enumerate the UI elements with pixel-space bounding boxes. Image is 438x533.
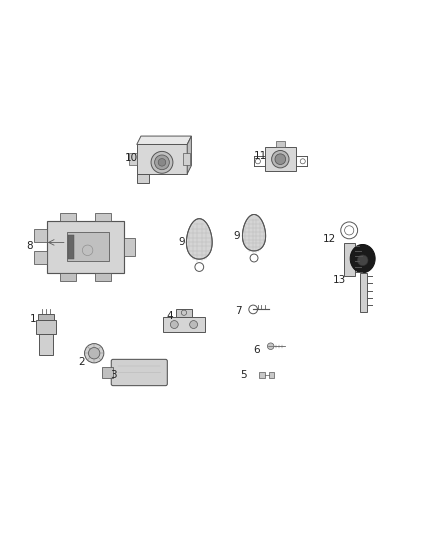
Polygon shape: [276, 141, 285, 147]
FancyBboxPatch shape: [111, 359, 167, 386]
Text: 9: 9: [178, 237, 185, 247]
Polygon shape: [176, 309, 192, 317]
Text: 4: 4: [166, 311, 173, 321]
Polygon shape: [187, 219, 212, 259]
Circle shape: [151, 151, 173, 173]
Circle shape: [88, 348, 100, 359]
Polygon shape: [163, 317, 205, 333]
Polygon shape: [95, 273, 111, 281]
Text: 10: 10: [125, 154, 138, 163]
Text: 9: 9: [233, 231, 240, 241]
Polygon shape: [60, 273, 76, 281]
Polygon shape: [68, 235, 74, 259]
Polygon shape: [350, 245, 375, 273]
Polygon shape: [137, 136, 191, 144]
Polygon shape: [360, 273, 367, 312]
Text: 3: 3: [110, 370, 117, 380]
Circle shape: [85, 344, 104, 363]
Polygon shape: [124, 238, 135, 255]
Polygon shape: [95, 213, 111, 221]
Polygon shape: [34, 251, 47, 264]
Polygon shape: [344, 243, 354, 276]
Text: 6: 6: [253, 345, 260, 355]
Polygon shape: [137, 144, 187, 174]
Polygon shape: [265, 147, 296, 171]
Circle shape: [190, 320, 198, 328]
Polygon shape: [129, 153, 137, 166]
Polygon shape: [137, 174, 149, 183]
Text: 8: 8: [26, 241, 33, 251]
Circle shape: [170, 320, 178, 328]
Polygon shape: [38, 314, 54, 320]
Text: 12: 12: [323, 235, 336, 244]
Polygon shape: [102, 367, 113, 378]
Polygon shape: [36, 320, 56, 334]
Polygon shape: [187, 136, 191, 174]
Text: 11: 11: [254, 151, 267, 161]
FancyBboxPatch shape: [47, 221, 124, 273]
Circle shape: [275, 154, 286, 165]
Circle shape: [267, 343, 274, 350]
Text: 1: 1: [29, 314, 36, 324]
Text: 2: 2: [78, 357, 85, 367]
Polygon shape: [60, 213, 76, 221]
Text: 7: 7: [235, 306, 242, 316]
Polygon shape: [259, 372, 265, 378]
Polygon shape: [243, 214, 265, 251]
Circle shape: [272, 150, 289, 168]
Polygon shape: [34, 229, 47, 243]
Polygon shape: [269, 372, 274, 378]
Circle shape: [155, 155, 170, 169]
Circle shape: [357, 255, 368, 265]
FancyBboxPatch shape: [67, 232, 109, 261]
Polygon shape: [39, 334, 53, 356]
Text: 13: 13: [333, 274, 346, 285]
Circle shape: [158, 158, 166, 166]
Text: 5: 5: [240, 370, 247, 380]
Polygon shape: [183, 153, 191, 166]
